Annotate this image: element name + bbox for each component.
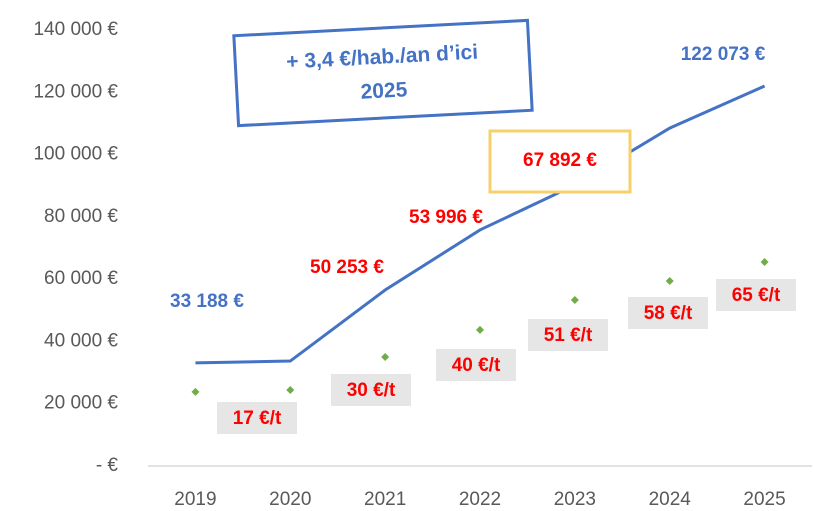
callout-line: 2025: [360, 78, 408, 103]
annotation: 67 892 €: [523, 150, 597, 171]
callout: + 3,4 €/hab./an d’ici 2025: [232, 18, 534, 128]
point-label: 30 €/t: [347, 380, 396, 401]
point: [570, 296, 579, 305]
x-tick-label: 2025: [743, 489, 785, 510]
label-bg: [436, 349, 516, 381]
x-tick-label: 2024: [649, 489, 692, 510]
point-label: 51 €/t: [544, 325, 593, 346]
point-label: 17 €/t: [233, 408, 282, 429]
y-tick-label: 20 000 €: [44, 393, 118, 414]
point: [476, 325, 484, 334]
y-tick-label: 140 000 €: [33, 19, 118, 40]
label-bg: [628, 297, 708, 329]
annotation: 53 996 €: [409, 207, 483, 228]
label-bg: [528, 319, 608, 351]
x-tick-label: 2019: [174, 489, 216, 510]
label-bg: [716, 279, 796, 311]
x-tick-label: 2023: [554, 489, 596, 510]
x-tick-label: 2021: [364, 489, 406, 510]
x-tick-label: 2022: [459, 489, 501, 510]
point-label: 65 €/t: [732, 285, 781, 306]
annotation: 122 073 €: [681, 44, 766, 65]
point-label: 40 €/t: [452, 355, 501, 376]
point: [381, 353, 390, 361]
line: [195, 84, 766, 365]
y-tick-label: 100 000 €: [33, 144, 118, 165]
callout-box: [232, 18, 534, 128]
point: [286, 386, 295, 395]
point: [760, 258, 769, 267]
highlight-box: [488, 129, 632, 194]
point: [191, 387, 200, 396]
y-tick-label: 40 000 €: [44, 330, 118, 351]
y-tick-label: 120 000 €: [33, 81, 118, 102]
label-bg: [331, 374, 411, 406]
annotation: 33 188 €: [170, 291, 244, 312]
y-tick-label: 60 000 €: [44, 268, 118, 289]
label-bg: [217, 402, 297, 434]
y-tick-label: - €: [96, 455, 119, 476]
point: [665, 277, 674, 286]
y-tick-label: 80 000 €: [44, 206, 118, 227]
x-tick-label: 2020: [269, 489, 311, 510]
point-label: 58 €/t: [644, 303, 693, 324]
annotation: 50 253 €: [310, 257, 384, 278]
